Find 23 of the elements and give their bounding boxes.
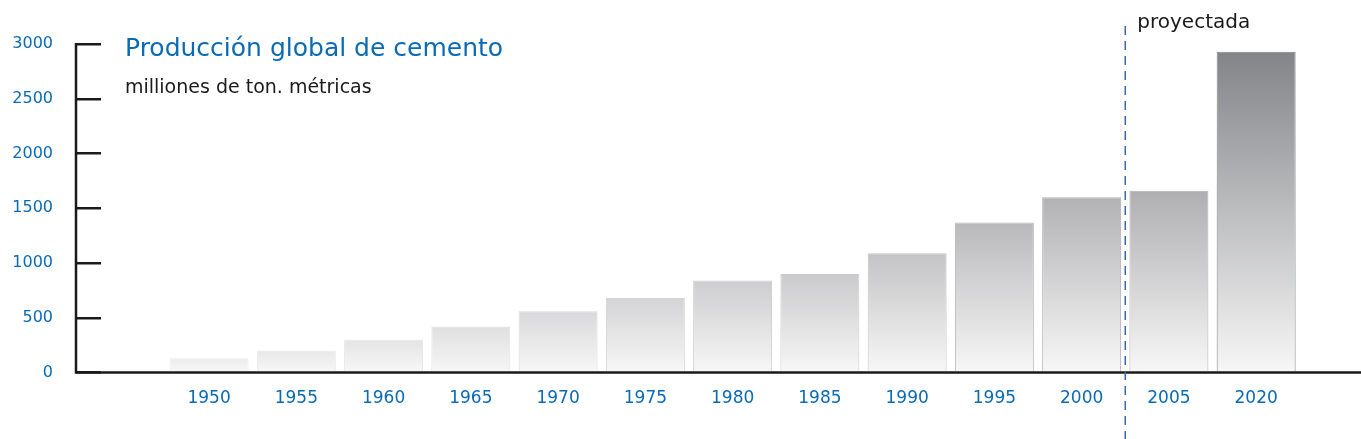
x-tick-label: 1980 [710,387,755,408]
x-tick-label: 1960 [361,387,406,408]
y-tick-label: 0 [42,361,53,381]
ref-line-label: proyectada [1137,9,1251,33]
x-tick-label: 1965 [449,387,493,408]
y-tick-label: 2500 [12,87,53,107]
x-tick-label: 2020 [1234,387,1278,408]
y-tick-label: 2000 [12,142,53,162]
y-tick-label: 500 [22,306,53,326]
text: milliones de ton. métricas [125,75,372,97]
y-tick-label: 1000 [12,252,53,272]
x-tick-label: 1975 [623,387,667,408]
x-tick-label: 1955 [274,387,318,408]
x-tick-label: 2000 [1060,387,1104,408]
x-tick-label: 1970 [536,387,580,408]
y-tick-label: 3000 [12,33,53,53]
x-tick-label: 1995 [972,387,1017,408]
x-tick-label: 1990 [885,387,929,408]
y-tick-label: 1500 [12,197,53,217]
chart-title: Producción global de cemento [125,33,504,62]
x-tick-label: 1985 [798,387,842,408]
x-tick-label: 1950 [187,387,231,408]
x-tick-label: 2005 [1147,387,1191,408]
